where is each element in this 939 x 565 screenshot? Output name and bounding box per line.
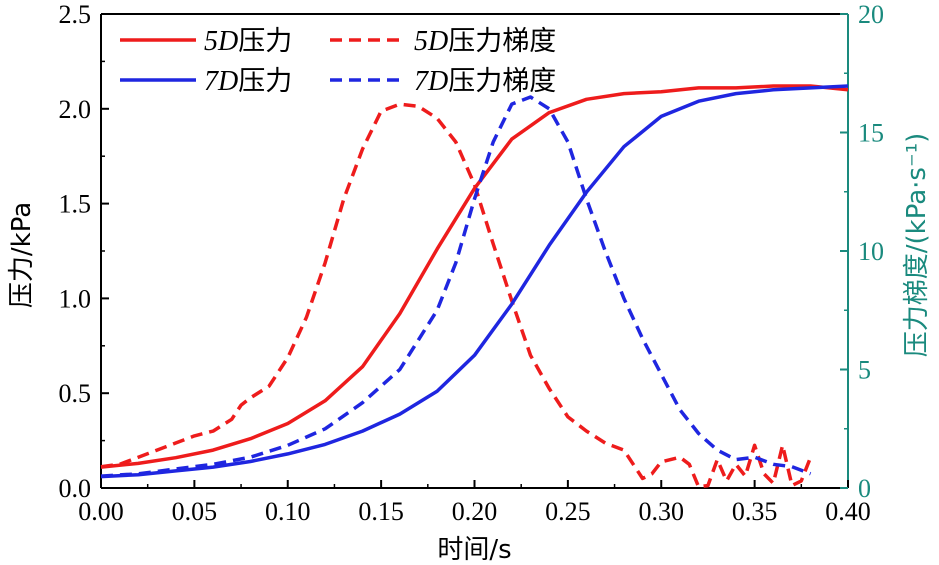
y2-tick-label: 10 [858, 237, 884, 266]
y-tick-label: 1.5 [59, 190, 92, 219]
y-tick-label: 2.5 [59, 0, 92, 29]
series-line-1 [100, 84, 849, 469]
legend: 5D压力 5D压力梯度 7D压力 7D压力梯度 [120, 26, 556, 97]
x-axis-title: 时间/s [437, 535, 511, 565]
axes-layer: 0.00 0.05 0.10 0.15 0.20 0.25 0.30 0.35 0.400.00… [59, 0, 885, 526]
x-tick-label: 0.10 [265, 497, 311, 526]
y2-tick-label: 5 [858, 356, 871, 385]
y-tick-label: 1.0 [59, 284, 92, 313]
x-tick-label: 0.35 [732, 497, 778, 526]
series-line-2 [100, 102, 813, 489]
y-tick-label: 0.5 [59, 379, 92, 408]
y2-tick-label: 15 [858, 119, 884, 148]
legend-label-4: 7D压力梯度 [414, 66, 556, 97]
x-tick-label: 0.15 [358, 497, 404, 526]
y-tick-label: 2.0 [59, 95, 92, 124]
x-tick-label: 0.20 [452, 497, 498, 526]
y2-tick-label: 20 [858, 0, 884, 29]
x-tick-label: 0.00 [78, 497, 124, 526]
y2-axis-title: 压力梯度/(kPa·s⁻¹) [902, 133, 932, 358]
x-tick-label: 0.25 [545, 497, 591, 526]
legend-label-3: 7D压力 [204, 66, 292, 97]
series-line-4 [100, 95, 812, 478]
y-tick-label: 0.0 [59, 474, 92, 503]
series-line-3 [100, 84, 849, 479]
legend-label-1: 5D压力 [204, 26, 292, 57]
y-axis-title: 压力/kPa [7, 202, 37, 308]
x-tick-label: 0.40 [825, 497, 871, 526]
y2-tick-label: 0 [858, 474, 871, 503]
legend-label-2: 5D压力梯度 [414, 26, 556, 57]
x-tick-label: 0.05 [172, 497, 218, 526]
series-layer [100, 84, 849, 489]
x-tick-label: 0.30 [639, 497, 685, 526]
